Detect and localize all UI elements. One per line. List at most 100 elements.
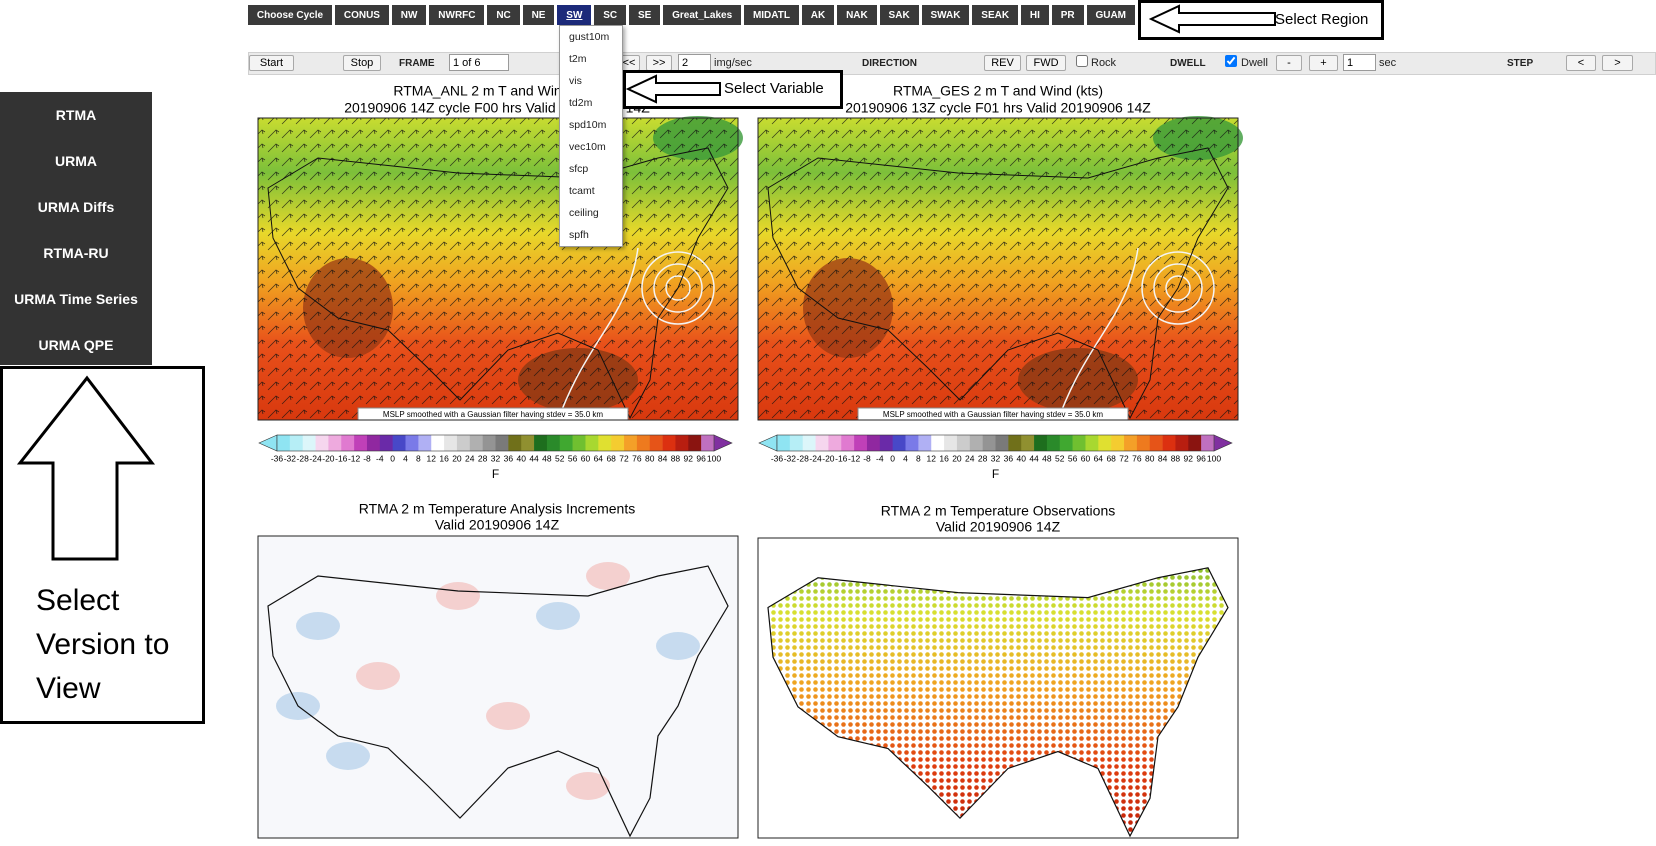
- colorbar-segment: [315, 435, 329, 451]
- colorbar-tick-label: -28: [297, 453, 310, 463]
- colorbar-segment: [1111, 435, 1125, 451]
- region-button[interactable]: NAK: [837, 5, 877, 25]
- region-button[interactable]: GUAM: [1086, 5, 1135, 25]
- variable-option[interactable]: vec10m: [569, 141, 606, 153]
- region-nav: Choose Cycle CONUS NW NWRFC NC NE SW SC SE Great_…: [248, 5, 1135, 25]
- region-button[interactable]: SWAK: [921, 5, 970, 25]
- version-annotation-text: Select Version to View: [36, 584, 170, 705]
- sidebar-link[interactable]: RTMA: [55, 107, 97, 123]
- region-button[interactable]: AK: [801, 5, 835, 25]
- sidebar-link[interactable]: RTMA-RU: [43, 245, 109, 261]
- sidebar-link[interactable]: URMA QPE: [38, 337, 114, 353]
- variable-dropdown: gust10m t2m vis td2m spd10m vec10m sfcp tcamt ce…: [559, 25, 623, 247]
- variable-option[interactable]: t2m: [569, 53, 587, 65]
- panel-subtitle: Valid 20190906 14Z: [435, 517, 560, 533]
- region-button[interactable]: MIDATL: [744, 5, 799, 25]
- colorbar-tick-label: 32: [491, 453, 501, 463]
- variable-option[interactable]: spd10m: [569, 119, 607, 131]
- colorbar-segment: [1124, 435, 1138, 451]
- panel-subtitle: Valid 20190906 14Z: [936, 519, 1061, 535]
- panel-title: RTMA_GES 2 m T and Wind (kts): [893, 83, 1103, 99]
- colorbar-segment: [675, 435, 689, 451]
- stop-button[interactable]: Stop: [343, 55, 381, 71]
- colorbar-segment: [572, 435, 586, 451]
- map-outline: [267, 147, 729, 420]
- region-button[interactable]: NC: [487, 5, 520, 25]
- increment-blob: [296, 612, 340, 640]
- colorbar-tick-label: -28: [797, 453, 810, 463]
- variable-option[interactable]: td2m: [569, 97, 593, 109]
- colorbar-segment: [892, 435, 906, 451]
- colorbar-tick-label: 80: [645, 453, 655, 463]
- rock-checkbox[interactable]: [1076, 55, 1088, 67]
- colorbar-segment: [815, 435, 829, 451]
- region-button[interactable]: SAK: [879, 5, 919, 25]
- variable-option[interactable]: gust10m: [569, 31, 610, 43]
- colorbar-segment: [969, 435, 983, 451]
- increment-blob: [436, 582, 480, 610]
- increment-blob: [486, 702, 530, 730]
- forward-button[interactable]: >>: [646, 55, 672, 71]
- colorbar-tick-label: 8: [416, 453, 421, 463]
- colorbar-tick-label: 52: [555, 453, 565, 463]
- colorbar-tick-label: 88: [1171, 453, 1181, 463]
- region-button[interactable]: CONUS: [334, 5, 389, 25]
- left-arrow: [626, 74, 721, 104]
- colorbar-tick-label: 20: [452, 453, 462, 463]
- variable-option[interactable]: sfcp: [569, 163, 589, 175]
- direction-label: DIRECTION: [862, 57, 917, 69]
- start-button[interactable]: Start: [249, 55, 294, 71]
- colorbar-frame: [776, 434, 1215, 452]
- colorbar-tick-label: 44: [529, 453, 539, 463]
- region-button[interactable]: NE: [522, 5, 555, 25]
- sidebar-link[interactable]: URMA: [55, 153, 97, 169]
- frame-input[interactable]: 1 of 6: [449, 54, 509, 71]
- increment-blob: [536, 602, 580, 630]
- step-prev-button[interactable]: <: [1566, 55, 1596, 71]
- colorbar-tick-label: 92: [684, 453, 694, 463]
- variable-option[interactable]: ceiling: [569, 207, 599, 219]
- colorbar-segment: [879, 435, 893, 451]
- colorbar-segment: [546, 435, 561, 451]
- region-button[interactable]: SW: [557, 5, 592, 25]
- dwell-checkbox[interactable]: [1225, 55, 1237, 67]
- dwell-input[interactable]: 1: [1343, 54, 1376, 71]
- dwell-text: Dwell: [1241, 57, 1268, 69]
- region-button[interactable]: SEAK: [972, 5, 1018, 25]
- region-button[interactable]: SE: [629, 5, 661, 25]
- map-outline: [767, 147, 1229, 420]
- region-button[interactable]: NW: [391, 5, 427, 25]
- colorbar-tick-label: 52: [1055, 453, 1065, 463]
- colorbar-tick-label: 28: [478, 453, 488, 463]
- increment-blob: [586, 562, 630, 590]
- region-button[interactable]: PR: [1051, 5, 1084, 25]
- map-image: [257, 116, 743, 421]
- region-button[interactable]: Great_Lakes: [663, 5, 742, 25]
- map-border: [257, 117, 739, 421]
- colorbar-segment: [1162, 435, 1176, 451]
- variable-option[interactable]: spfh: [569, 229, 589, 241]
- variable-option[interactable]: vis: [569, 75, 582, 87]
- variable-option[interactable]: tcamt: [569, 185, 595, 197]
- colorbar-tick-label: 56: [1068, 453, 1078, 463]
- region-button[interactable]: NWRFC: [429, 5, 485, 25]
- minus-button[interactable]: -: [1276, 55, 1302, 71]
- map-background: [258, 536, 738, 838]
- dwell-unit: sec: [1379, 57, 1397, 69]
- left-arrow: [1149, 4, 1276, 34]
- colorbar-tick-label: 72: [619, 453, 629, 463]
- sidebar-link[interactable]: URMA Diffs: [37, 199, 115, 215]
- rev-button[interactable]: REV: [984, 55, 1021, 71]
- colorbar-segment: [636, 435, 651, 451]
- colorbar-segment: [405, 435, 419, 451]
- fwd-button[interactable]: FWD: [1026, 55, 1066, 71]
- region-button[interactable]: SC: [594, 5, 627, 25]
- colorbar-tick-label: 4: [903, 453, 908, 463]
- rate-input[interactable]: 2: [678, 54, 711, 71]
- plus-button[interactable]: +: [1309, 55, 1338, 71]
- sidebar-link[interactable]: URMA Time Series: [14, 291, 138, 307]
- region-button[interactable]: HI: [1021, 5, 1049, 25]
- step-next-button[interactable]: >: [1602, 55, 1633, 71]
- region-button[interactable]: Choose Cycle: [248, 5, 332, 25]
